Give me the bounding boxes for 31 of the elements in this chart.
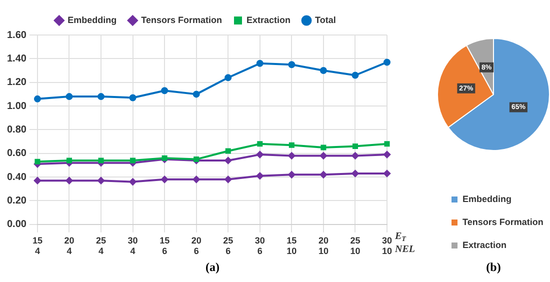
x-tick-label: 15 4 (32, 235, 42, 256)
text: NEL (394, 244, 415, 255)
legend-label: Extraction (246, 14, 291, 25)
x-tick-label: 25 6 (223, 235, 234, 256)
x-tick-label: 30 6 (254, 235, 265, 256)
text: (a) (204, 260, 220, 275)
x-tick-label: 15 10 (286, 235, 297, 256)
y-tick-label: 0.20 (6, 195, 27, 206)
y-tick-label: 0.80 (6, 124, 27, 136)
y-tick-label: 1.00 (6, 100, 27, 112)
y-tick-label: 0.60 (6, 148, 27, 160)
y-tick-label: 1.20 (6, 77, 27, 88)
legend-label: Extraction (462, 240, 507, 250)
x-tick-label: 30 10 (382, 235, 392, 256)
x-tick-label: 20 4 (64, 235, 74, 256)
x-tick-label: 20 10 (318, 235, 328, 256)
x-tick-label: 25 10 (350, 235, 360, 256)
x-tick-label: 25 4 (96, 235, 106, 256)
text: (b) (485, 260, 502, 275)
x-tick-label: 15 6 (160, 235, 170, 256)
legend-label: Embedding (462, 194, 512, 204)
y-tick-label: 1.40 (6, 53, 27, 64)
y-tick-label: 0.00 (6, 219, 27, 230)
legend-label: Embedding (68, 14, 117, 25)
y-tick-label: 1.60 (6, 30, 27, 41)
legend-label: Tensors Formation (141, 14, 222, 25)
legend-label: Tensors Formation (462, 216, 544, 227)
legend-label: Total (315, 14, 336, 25)
x-tick-label: 30 4 (128, 235, 138, 256)
x-tick-label: 20 6 (191, 235, 202, 256)
y-tick-label: 0.40 (6, 172, 27, 183)
